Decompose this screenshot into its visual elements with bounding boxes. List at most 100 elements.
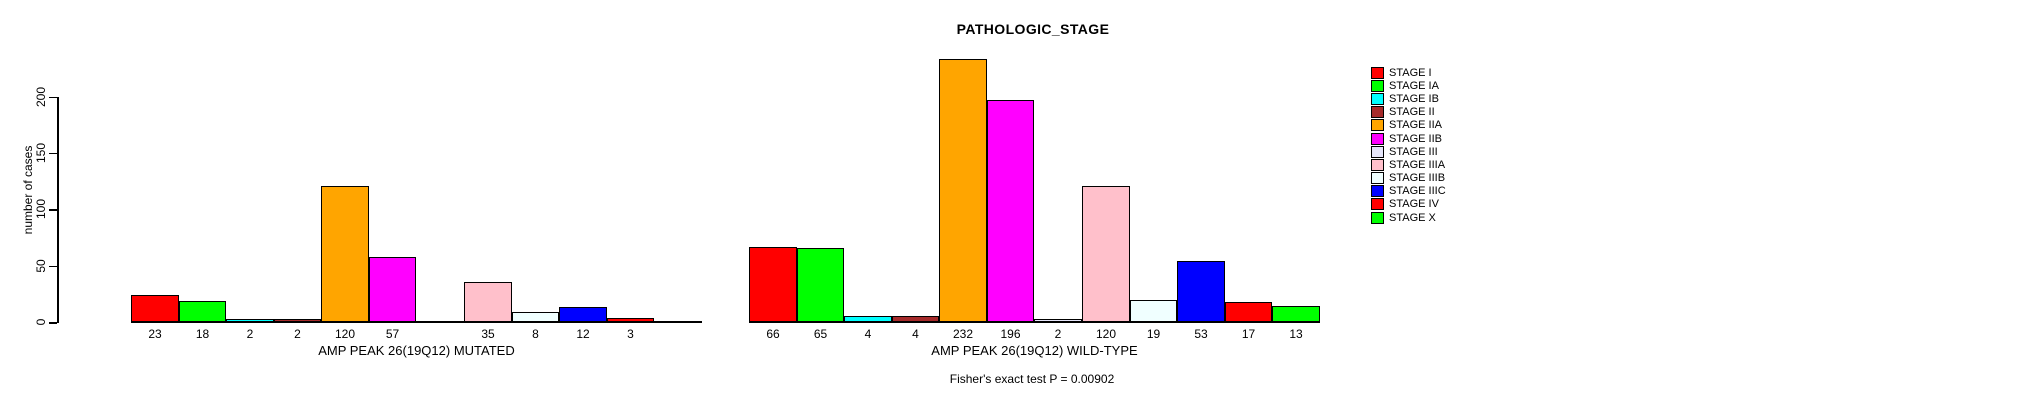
y-axis-tick (49, 265, 57, 268)
legend-label: STAGE IA (1389, 79, 1439, 92)
legend-label: STAGE IB (1389, 92, 1439, 105)
bar-value-label: 2 (1054, 327, 1062, 341)
bar-value-label: 8 (532, 327, 539, 341)
legend-item: STAGE IA (1371, 79, 1446, 92)
bar-stage-iiib (512, 312, 559, 321)
bar-value-label: 35 (481, 327, 495, 341)
bar-value-label: 2 (294, 327, 301, 341)
y-axis-tick (49, 152, 57, 155)
legend-item: STAGE IIIC (1371, 185, 1446, 198)
legend-label: STAGE IIA (1389, 119, 1442, 132)
legend-swatch-icon (1371, 145, 1384, 158)
bar-value-label: 57 (385, 327, 400, 341)
legend-label: STAGE IIIC (1389, 185, 1446, 198)
bar-value-label: 232 (952, 327, 974, 341)
legend-swatch-icon (1371, 198, 1384, 211)
bar-stage-x (1272, 306, 1320, 321)
bar-value-label: 19 (1146, 327, 1161, 341)
bar-value-label: 17 (1241, 327, 1256, 341)
bar-stage-iiic (1177, 261, 1225, 321)
legend-swatch-icon (1371, 158, 1384, 171)
bar-stage-iv (607, 318, 654, 321)
legend-swatch-icon (1371, 211, 1384, 224)
legend-item: STAGE IV (1371, 198, 1446, 211)
legend-item: STAGE IIIA (1371, 158, 1446, 171)
legend: STAGE I STAGE IA STAGE IB STAGE II STAGE IIA… (1371, 66, 1446, 224)
bar-value-label: 23 (148, 327, 162, 341)
bar-value-label: 196 (1000, 327, 1021, 341)
bar-value-label: 2 (246, 327, 254, 341)
chart-title: PATHOLOGIC_STAGE (956, 21, 1110, 37)
legend-item: STAGE IIIB (1371, 172, 1446, 185)
bar-stage-iiia (464, 282, 512, 321)
legend-label: STAGE II (1389, 106, 1435, 119)
bar-stage-iiib (1130, 300, 1177, 321)
legend-swatch-icon (1371, 92, 1384, 105)
legend-swatch-icon (1371, 119, 1384, 132)
legend-item: STAGE IIA (1371, 119, 1446, 132)
x-axis-baseline (131, 321, 702, 323)
bar-stage-iib (369, 257, 416, 321)
y-axis-tick-label: 150 (34, 142, 48, 163)
legend-item: STAGE IB (1371, 92, 1446, 105)
legend-item: STAGE I (1371, 66, 1446, 79)
bar-value-label: 4 (864, 327, 872, 341)
y-axis-tick (49, 209, 57, 211)
bar-stage-ii (274, 319, 321, 321)
bar-stage-iiia (1082, 186, 1130, 321)
legend-label: STAGE IIIA (1389, 158, 1446, 171)
y-axis-tick-label: 200 (34, 86, 48, 107)
legend-swatch-icon (1371, 106, 1384, 119)
bar-value-label: 18 (195, 327, 210, 341)
bar-value-label: 13 (1289, 327, 1303, 341)
legend-label: STAGE IV (1389, 198, 1439, 211)
bar-value-label: 66 (766, 327, 780, 341)
bar-stage-iii (1034, 319, 1082, 321)
legend-label: STAGE IIIB (1389, 172, 1446, 185)
legend-label: STAGE III (1389, 145, 1438, 158)
legend-label: STAGE IIB (1389, 132, 1442, 145)
bar-stage-iib (987, 100, 1034, 321)
legend-label: STAGE X (1389, 211, 1436, 224)
group-label: AMP PEAK 26(19Q12) WILD-TYPE (931, 343, 1138, 358)
fisher-test-annotation: Fisher's exact test P = 0.00902 (949, 372, 1115, 386)
bar-value-label: 65 (813, 327, 828, 341)
y-axis-tick-label: 100 (34, 199, 48, 220)
bar-stage-iiic (559, 307, 607, 321)
bar-value-label: 120 (1095, 327, 1117, 341)
legend-swatch-icon (1371, 132, 1384, 145)
bar-stage-ii (892, 316, 939, 321)
y-axis-label: number of cases (21, 145, 35, 235)
legend-swatch-icon (1371, 79, 1384, 92)
bar-stage-iv (1225, 302, 1272, 321)
legend-item: STAGE III (1371, 145, 1446, 158)
x-axis-baseline (749, 321, 1320, 323)
y-axis-tick-label: 50 (34, 258, 48, 273)
legend-label: STAGE I (1389, 66, 1432, 79)
y-axis-tick (49, 322, 57, 324)
bar-stage-ia (797, 248, 844, 321)
bar-value-label: 53 (1194, 327, 1208, 341)
group-label: AMP PEAK 26(19Q12) MUTATED (318, 343, 515, 358)
legend-item: STAGE IIB (1371, 132, 1446, 145)
bar-stage-ib (226, 319, 274, 321)
legend-item: STAGE X (1371, 211, 1446, 224)
y-axis-tick (49, 96, 57, 98)
bar-stage-ia (179, 301, 226, 321)
bar-stage-ib (844, 316, 892, 321)
bar-value-label: 3 (627, 327, 634, 341)
bar-value-label: 4 (912, 327, 919, 341)
legend-swatch-icon (1371, 66, 1384, 79)
bar-stage-i (749, 247, 797, 321)
bar-stage-i (131, 295, 179, 321)
bar-value-label: 12 (576, 327, 590, 341)
legend-item: STAGE II (1371, 106, 1446, 119)
bar-stage-iia (939, 59, 987, 321)
bar-stage-iia (321, 186, 369, 321)
legend-swatch-icon (1371, 185, 1384, 198)
bar-value-label: 120 (334, 327, 356, 341)
y-axis-tick-label: 0 (34, 318, 48, 326)
y-axis-line (57, 96, 59, 323)
legend-swatch-icon (1371, 172, 1384, 185)
